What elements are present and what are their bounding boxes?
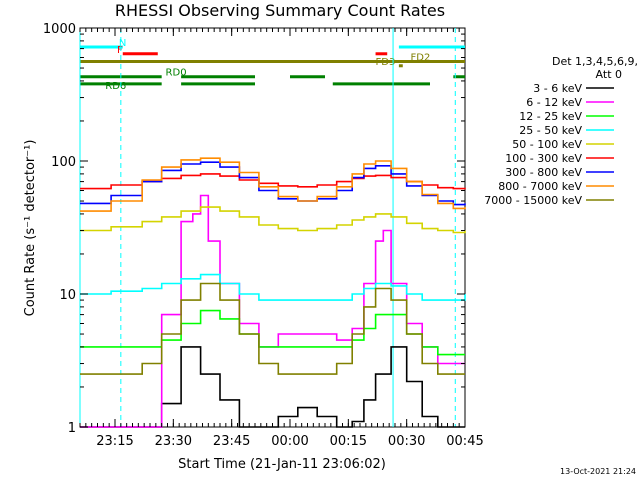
legend-header-line-2: Att 0 xyxy=(596,68,622,81)
y-axis-label: Count Rate (s⁻¹ detector⁻¹) xyxy=(23,140,38,317)
legend-label: 3 - 6 keV xyxy=(533,82,582,95)
plot-area: NF FD2 FD3 RD0 RD6 xyxy=(79,27,466,428)
series-line-0 xyxy=(80,346,465,428)
x-tick-label: 23:30 xyxy=(155,434,192,449)
legend-label: 100 - 300 keV xyxy=(505,152,582,165)
legend-label: 6 - 12 keV xyxy=(526,96,582,109)
legend-header-line-1: Det 1,3,4,5,6,9, xyxy=(552,55,638,68)
x-tick-label: 23:45 xyxy=(213,434,250,449)
legend-label: 12 - 25 keV xyxy=(519,110,582,123)
flag-label-fd2: FD2 xyxy=(411,52,431,63)
series-line-3 xyxy=(80,273,466,301)
x-tick-label: 00:00 xyxy=(271,434,308,449)
y-tick-label: 1 xyxy=(68,421,76,436)
x-tick-label: 00:45 xyxy=(446,434,483,449)
flag-label-fd3: FD3 xyxy=(376,57,396,68)
legend-label: 7000 - 15000 keV xyxy=(484,194,582,207)
legend-label: 300 - 800 keV xyxy=(505,166,582,179)
x-tick-label: 00:15 xyxy=(330,434,367,449)
legend-label: 50 - 100 keV xyxy=(512,138,582,151)
y-tick-label: 10 xyxy=(59,288,76,303)
series-line-1 xyxy=(80,194,465,428)
series-line-4 xyxy=(80,206,466,234)
x-axis-ticks: 23:15 23:30 23:45 00:00 00:15 00:30 00:45 xyxy=(79,28,484,449)
x-tick-label: 23:15 xyxy=(96,434,133,449)
flag-label-rd0: RD0 xyxy=(166,68,187,79)
y-axis-ticks: 1 10 100 1000 xyxy=(43,22,465,436)
x-tick-label: 00:30 xyxy=(388,434,425,449)
x-axis-label: Start Time (21-Jan-11 23:06:02) xyxy=(178,457,386,472)
series-lines xyxy=(80,157,466,428)
flag-bars: NF FD2 FD3 RD0 RD6 xyxy=(80,38,465,92)
flag-label-f: F xyxy=(117,45,123,56)
legend-label: 25 - 50 keV xyxy=(519,124,582,137)
flag-label-n: N xyxy=(119,38,126,49)
flag-label-rd6: RD6 xyxy=(105,81,126,92)
y-tick-label: 100 xyxy=(51,155,76,170)
series-line-7 xyxy=(80,157,466,212)
chart-title: RHESSI Observing Summary Count Rates xyxy=(115,1,445,20)
series-line-8 xyxy=(80,282,465,375)
legend-label: 800 - 7000 keV xyxy=(498,180,582,193)
y-tick-label: 1000 xyxy=(43,22,76,37)
timestamp: 13-Oct-2021 21:24 xyxy=(560,467,636,476)
